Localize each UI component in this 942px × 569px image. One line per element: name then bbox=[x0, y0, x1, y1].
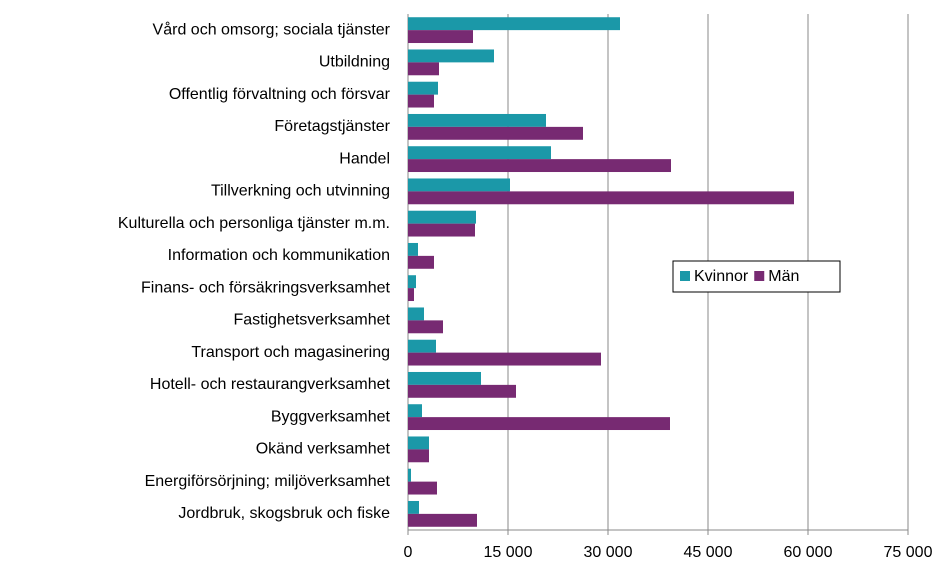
bar bbox=[408, 436, 429, 450]
bar bbox=[408, 404, 422, 418]
bar bbox=[408, 191, 794, 205]
legend-label: Kvinnor bbox=[694, 268, 749, 285]
y-tick-label: Finans- och försäkringsverksamhet bbox=[141, 279, 391, 296]
bar bbox=[408, 320, 443, 334]
bar bbox=[408, 210, 476, 224]
bar bbox=[408, 81, 438, 95]
legend-label: Män bbox=[768, 268, 799, 285]
bar bbox=[408, 275, 416, 289]
x-tick-label: 0 bbox=[404, 544, 413, 561]
bar bbox=[408, 288, 414, 302]
bar bbox=[408, 500, 419, 514]
y-tick-label: Utbildning bbox=[319, 54, 390, 71]
y-tick-label: Transport och magasinering bbox=[191, 344, 390, 361]
bar bbox=[408, 255, 434, 269]
bar bbox=[408, 113, 546, 127]
legend-swatch bbox=[754, 271, 765, 281]
x-tick-label: 30 000 bbox=[584, 544, 633, 561]
y-tick-label: Hotell- och restaurangverksamhet bbox=[150, 376, 391, 393]
bar bbox=[408, 146, 551, 160]
bar bbox=[408, 30, 473, 44]
y-tick-label: Okänd verksamhet bbox=[256, 441, 391, 458]
y-tick-label: Företagstjänster bbox=[274, 118, 390, 135]
y-tick-label: Byggverksamhet bbox=[271, 408, 391, 425]
bar bbox=[408, 468, 411, 482]
y-tick-label: Offentlig förvaltning och försvar bbox=[169, 86, 391, 103]
y-tick-label: Fastighetsverksamhet bbox=[233, 312, 390, 329]
bar bbox=[408, 94, 434, 108]
bar bbox=[408, 371, 481, 385]
bar bbox=[408, 223, 475, 237]
bar bbox=[408, 17, 620, 31]
bar bbox=[408, 513, 477, 527]
bar bbox=[408, 159, 671, 173]
bar bbox=[408, 417, 670, 431]
x-tick-label: 60 000 bbox=[784, 544, 833, 561]
x-tick-label: 15 000 bbox=[484, 544, 533, 561]
y-tick-label: Energiförsörjning; miljöverksamhet bbox=[145, 473, 391, 490]
bar bbox=[408, 49, 494, 63]
bar bbox=[408, 449, 429, 463]
bar bbox=[408, 242, 418, 256]
bar bbox=[408, 352, 601, 366]
y-tick-label: Jordbruk, skogsbruk och fiske bbox=[178, 505, 390, 522]
bar bbox=[408, 481, 437, 495]
bar bbox=[408, 339, 436, 353]
y-tick-label: Tillverkning och utvinning bbox=[211, 183, 390, 200]
bar bbox=[408, 384, 516, 398]
legend: Kvinnor Män bbox=[672, 260, 841, 293]
x-tick-label: 75 000 bbox=[884, 544, 933, 561]
x-tick-label: 45 000 bbox=[684, 544, 733, 561]
y-tick-label: Handel bbox=[339, 150, 390, 167]
y-tick-label: Vård och omsorg; sociala tjänster bbox=[153, 20, 391, 38]
y-tick-label: Information och kommunikation bbox=[168, 247, 390, 264]
bar bbox=[408, 178, 510, 192]
bar bbox=[408, 126, 583, 140]
legend-swatch bbox=[680, 271, 690, 281]
bar bbox=[408, 62, 439, 76]
bar bbox=[408, 307, 424, 321]
y-tick-label: Kulturella och personliga tjänster m.m. bbox=[118, 215, 390, 232]
